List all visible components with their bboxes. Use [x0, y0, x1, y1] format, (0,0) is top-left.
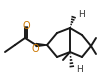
Text: H: H: [76, 66, 83, 74]
Polygon shape: [36, 44, 47, 46]
Text: O: O: [31, 44, 39, 54]
Text: O: O: [22, 21, 30, 31]
Text: H: H: [78, 10, 85, 18]
